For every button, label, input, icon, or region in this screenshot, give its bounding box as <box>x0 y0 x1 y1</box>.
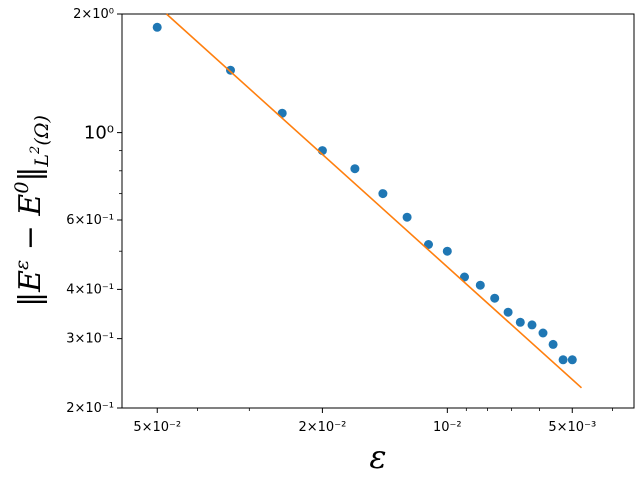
y-tick-label: 3×10⁻¹ <box>66 332 114 347</box>
data-point <box>475 280 485 290</box>
y-tick-label: 2×10⁰ <box>73 7 114 22</box>
data-point <box>350 164 360 174</box>
y-tick-label: 4×10⁻¹ <box>66 282 114 297</box>
y-axis-label: ‖Eε − E0‖L2(Ω) <box>11 115 53 307</box>
data-point <box>152 22 162 32</box>
fit-line <box>165 13 583 389</box>
y-tick-label: 2×10⁻¹ <box>66 401 114 416</box>
data-point <box>378 189 388 199</box>
data-point <box>558 355 568 365</box>
data-point <box>503 307 513 317</box>
y-tick-label: 10⁰ <box>84 123 114 144</box>
plot-area <box>121 13 635 409</box>
data-point <box>226 65 235 75</box>
x-axis: 5×10⁻² 2×10⁻² 10⁻² 5×10⁻³ <box>133 408 613 435</box>
x-axis-label: ε <box>369 438 386 476</box>
x-tick-label: 2×10⁻² <box>299 420 347 435</box>
y-tick-label: 6×10⁻¹ <box>66 213 114 228</box>
chart-marks <box>152 13 583 389</box>
data-point <box>515 317 525 327</box>
data-point <box>490 293 500 303</box>
data-point <box>538 328 548 338</box>
data-point <box>548 339 558 349</box>
data-point <box>442 246 452 256</box>
data-point <box>567 355 577 365</box>
x-tick-label: 5×10⁻³ <box>548 420 596 435</box>
x-tick-label: 5×10⁻² <box>133 420 181 435</box>
data-point <box>460 272 469 282</box>
data-point <box>424 240 433 249</box>
x-tick-label: 10⁻² <box>433 420 462 435</box>
data-point <box>527 320 537 330</box>
data-point <box>402 212 412 222</box>
y-axis: 2×10⁰ 10⁰ 6×10⁻¹ 4×10⁻¹ 3×10⁻¹ 2×10⁻¹ <box>66 7 122 416</box>
